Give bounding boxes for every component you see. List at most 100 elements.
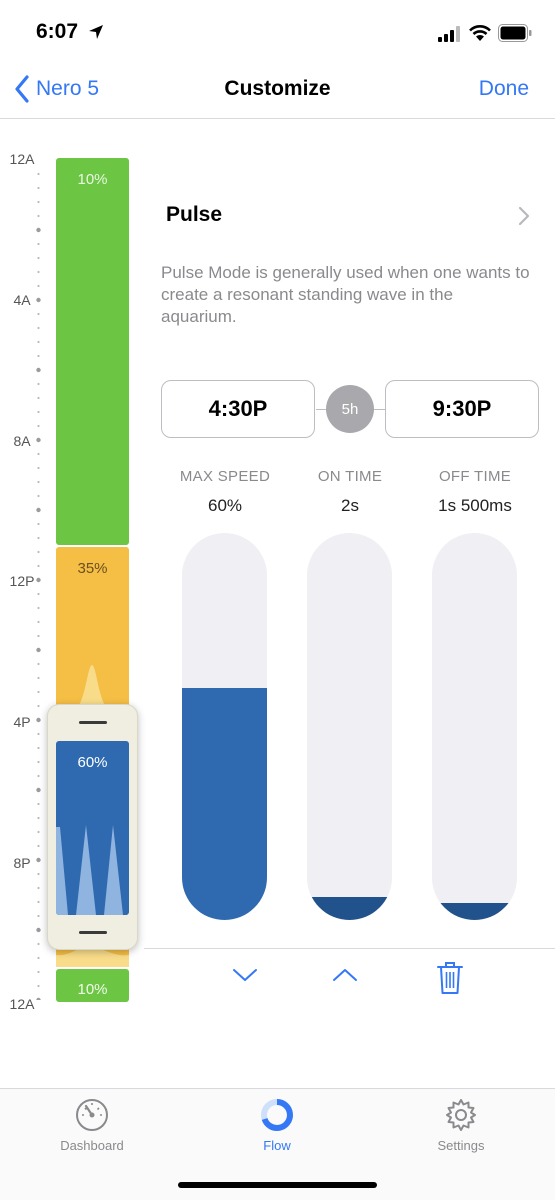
battery-icon bbox=[498, 24, 532, 42]
max-speed-label: MAX SPEED bbox=[179, 468, 271, 485]
status-time: 6:07 bbox=[36, 20, 79, 43]
timeline-tick bbox=[37, 522, 40, 526]
mode-title[interactable]: Pulse bbox=[166, 203, 223, 226]
back-label: Nero 5 bbox=[36, 77, 100, 100]
timeline-tick bbox=[36, 437, 41, 443]
timeline-label: 8P bbox=[13, 855, 31, 871]
schedule-segment-10-night[interactable]: 10% bbox=[56, 969, 129, 1002]
timeline-tick bbox=[37, 466, 40, 470]
drag-grip-top[interactable] bbox=[79, 721, 107, 724]
off-time-value: 1s 500ms bbox=[438, 496, 512, 515]
timeline-tick bbox=[36, 297, 41, 303]
timeline-tick bbox=[37, 200, 40, 204]
timeline-tick bbox=[37, 382, 40, 386]
timeline-tick bbox=[37, 872, 40, 876]
timeline-tick bbox=[37, 802, 40, 806]
timeline-tick bbox=[37, 970, 40, 974]
timeline-tick bbox=[37, 844, 40, 848]
on-time-value: 2s bbox=[341, 496, 359, 515]
off-time-label: OFF TIME bbox=[438, 468, 512, 485]
timeline-tick bbox=[36, 787, 41, 793]
timeline-tick bbox=[36, 227, 41, 233]
trash-icon[interactable] bbox=[436, 961, 464, 995]
timeline-tick bbox=[37, 340, 40, 344]
timeline-tick bbox=[37, 886, 40, 890]
timeline-tick bbox=[37, 760, 40, 764]
done-button[interactable]: Done bbox=[478, 77, 529, 100]
selected-period-handle[interactable]: 60% bbox=[47, 704, 138, 950]
timeline-tick bbox=[37, 354, 40, 358]
timeline-tick bbox=[37, 956, 40, 960]
schedule-segment-10[interactable]: 10% bbox=[56, 158, 129, 545]
timeline-tick bbox=[37, 480, 40, 484]
max-speed-slider[interactable] bbox=[182, 533, 267, 920]
timeline-tick bbox=[37, 256, 40, 260]
timeline-tick bbox=[36, 927, 41, 933]
location-arrow-icon bbox=[89, 25, 103, 39]
drag-grip-bottom[interactable] bbox=[79, 931, 107, 934]
tab-settings-label: Settings bbox=[437, 1138, 485, 1153]
timeline-tick bbox=[37, 410, 40, 414]
tab-dashboard[interactable]: Dashboard bbox=[32, 1097, 152, 1153]
timeline-tick bbox=[37, 424, 40, 428]
timeline-tick bbox=[37, 774, 40, 778]
on-time-label: ON TIME bbox=[317, 468, 383, 485]
timeline-tick bbox=[37, 732, 40, 736]
timeline-tick bbox=[37, 634, 40, 638]
gauge-icon bbox=[76, 1099, 108, 1131]
on-time-slider[interactable] bbox=[307, 533, 392, 920]
flow-ring-icon bbox=[261, 1099, 293, 1131]
timeline-tick bbox=[37, 816, 40, 820]
start-time-button[interactable]: 4:30P bbox=[161, 380, 315, 438]
timeline-tick bbox=[37, 662, 40, 666]
off-time-slider-fill bbox=[432, 902, 517, 920]
cellular-signal-icon bbox=[438, 26, 460, 42]
timeline-label: 12A bbox=[9, 151, 35, 167]
pulse-wave-icon bbox=[56, 825, 123, 915]
timeline-tick bbox=[37, 186, 40, 190]
tab-flow-label: Flow bbox=[263, 1138, 291, 1153]
timeline-tick bbox=[37, 284, 40, 288]
wave-peak-shape bbox=[78, 665, 106, 707]
chevron-up-icon[interactable] bbox=[332, 966, 358, 984]
segment-label: 10% bbox=[77, 981, 108, 998]
timeline-tick bbox=[37, 326, 40, 330]
timeline-tick bbox=[36, 507, 41, 513]
timeline-tick bbox=[37, 676, 40, 680]
timeline-tick bbox=[37, 620, 40, 624]
gear-icon bbox=[446, 1099, 476, 1131]
back-button[interactable]: Nero 5 bbox=[14, 74, 99, 104]
mode-description: Pulse Mode is generally used when one wa… bbox=[161, 263, 530, 326]
chevron-down-icon[interactable] bbox=[232, 966, 258, 984]
timeline-tick bbox=[37, 536, 40, 540]
timeline-tick bbox=[37, 270, 40, 274]
navigation-bar: Nero 5 Customize Done bbox=[0, 66, 555, 119]
timeline-tick bbox=[36, 997, 41, 1000]
segment-label: 35% bbox=[77, 560, 108, 577]
on-time-slider-fill bbox=[307, 896, 392, 920]
timeline-label: 12P bbox=[9, 573, 35, 589]
chevron-right-icon[interactable] bbox=[518, 206, 530, 226]
timeline-tick bbox=[37, 452, 40, 456]
wifi-icon bbox=[469, 25, 491, 41]
duration-badge: 5h bbox=[326, 385, 374, 433]
end-time-button[interactable]: 9:30P bbox=[385, 380, 539, 438]
tab-settings[interactable]: Settings bbox=[401, 1097, 521, 1153]
timeline-tick bbox=[37, 914, 40, 918]
timeline-tick bbox=[37, 564, 40, 568]
max-speed-slider-fill bbox=[182, 687, 267, 920]
tab-dashboard-label: Dashboard bbox=[60, 1138, 124, 1153]
timeline-tick bbox=[37, 704, 40, 708]
selected-period-label: 60% bbox=[77, 754, 108, 771]
timeline-tick bbox=[36, 647, 41, 653]
off-time-slider[interactable] bbox=[432, 533, 517, 920]
timeline-tick bbox=[37, 312, 40, 316]
status-bar: 6:07 bbox=[0, 0, 555, 66]
timeline-label: 12A bbox=[9, 996, 35, 1012]
timeline-ticks bbox=[36, 172, 41, 1000]
segment-label: 10% bbox=[77, 171, 108, 188]
timeline-tick bbox=[37, 396, 40, 400]
timeline-label: 4A bbox=[13, 292, 31, 308]
tab-flow[interactable]: Flow bbox=[217, 1097, 337, 1153]
timeline-tick bbox=[37, 606, 40, 610]
